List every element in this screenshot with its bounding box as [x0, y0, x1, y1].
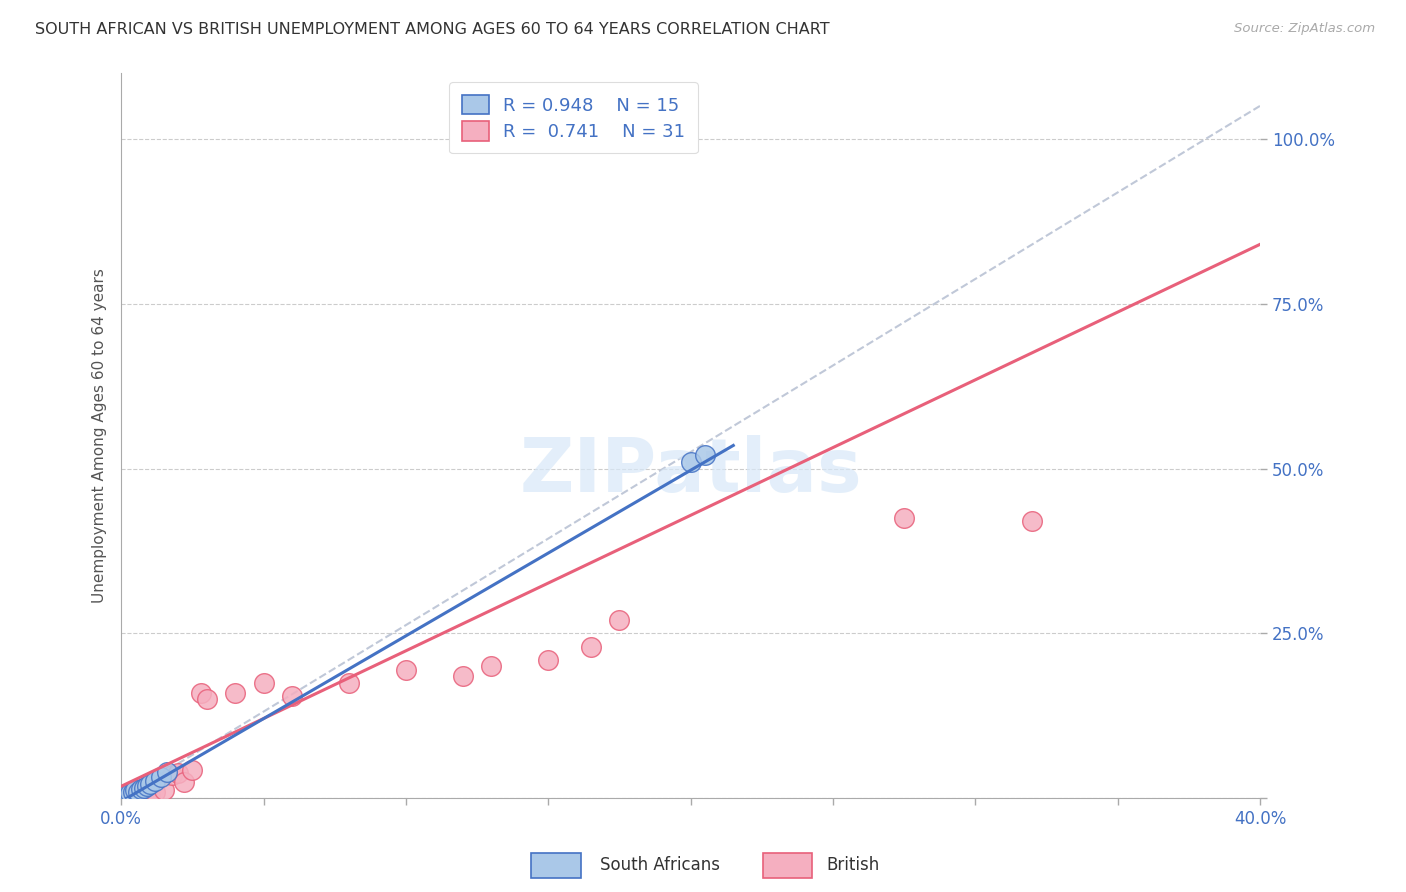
Point	[112, 789, 135, 803]
Point	[281, 689, 304, 703]
Text: Source: ZipAtlas.com: Source: ZipAtlas.com	[1234, 22, 1375, 36]
Point	[1021, 514, 1043, 528]
Point	[135, 779, 157, 793]
Point	[579, 640, 602, 654]
Point	[451, 669, 474, 683]
Point	[156, 764, 179, 779]
Point	[115, 787, 138, 801]
Point	[195, 692, 218, 706]
FancyBboxPatch shape	[762, 853, 813, 878]
Legend: R = 0.948    N = 15, R =  0.741    N = 31: R = 0.948 N = 15, R = 0.741 N = 31	[449, 82, 697, 153]
Point	[132, 780, 155, 795]
Point	[124, 788, 146, 802]
Point	[145, 774, 167, 789]
Point	[129, 781, 152, 796]
Point	[609, 613, 631, 627]
Point	[129, 786, 152, 800]
FancyBboxPatch shape	[531, 853, 581, 878]
Point	[121, 789, 143, 803]
Point	[162, 768, 184, 782]
Point	[190, 686, 212, 700]
Text: British: British	[827, 856, 880, 874]
Point	[479, 659, 502, 673]
Point	[224, 686, 246, 700]
Y-axis label: Unemployment Among Ages 60 to 64 years: Unemployment Among Ages 60 to 64 years	[93, 268, 107, 603]
Text: South Africans: South Africans	[600, 856, 720, 874]
Point	[173, 774, 195, 789]
Point	[121, 784, 143, 798]
Point	[115, 789, 138, 803]
Point	[537, 653, 560, 667]
Point	[252, 675, 274, 690]
Point	[132, 784, 155, 798]
Point	[893, 511, 915, 525]
Point	[167, 766, 190, 780]
Point	[395, 663, 418, 677]
Point	[135, 786, 157, 800]
Point	[118, 788, 141, 802]
Point	[127, 787, 149, 801]
Point	[145, 784, 167, 798]
Point	[124, 783, 146, 797]
Point	[181, 764, 204, 778]
Point	[138, 788, 160, 802]
Point	[679, 455, 702, 469]
Point	[337, 675, 360, 690]
Point	[127, 784, 149, 798]
Point	[150, 770, 173, 784]
Point	[138, 777, 160, 791]
Point	[118, 786, 141, 800]
Point	[693, 448, 716, 462]
Text: SOUTH AFRICAN VS BRITISH UNEMPLOYMENT AMONG AGES 60 TO 64 YEARS CORRELATION CHAR: SOUTH AFRICAN VS BRITISH UNEMPLOYMENT AM…	[35, 22, 830, 37]
Text: ZIPatlas: ZIPatlas	[519, 435, 862, 508]
Point	[153, 782, 176, 797]
Point	[112, 789, 135, 804]
